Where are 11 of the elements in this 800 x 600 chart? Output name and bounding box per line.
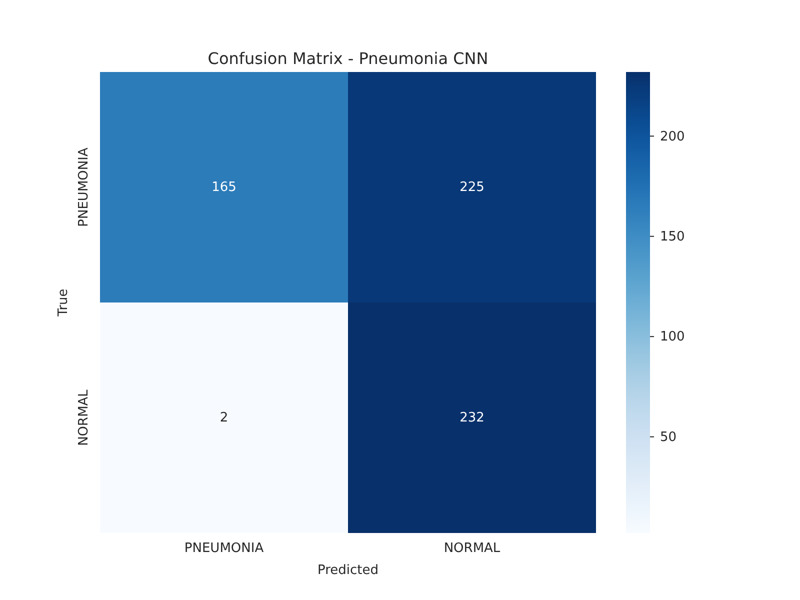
data-label: 165 [212, 180, 236, 195]
color-bar-label: 50 [660, 430, 677, 445]
chart-title: Confusion Matrix - Pneumonia CNN [208, 49, 488, 68]
data-label: 232 [460, 410, 484, 426]
data-label: 2 [220, 410, 228, 426]
data-label: 225 [460, 180, 484, 195]
color-bar-label: 150 [660, 230, 685, 245]
y-axis-title: True [56, 288, 71, 318]
color-bar-label: 200 [660, 129, 685, 144]
color-bar-label: 100 [660, 330, 685, 345]
x-axis-title: Predicted [317, 563, 379, 578]
